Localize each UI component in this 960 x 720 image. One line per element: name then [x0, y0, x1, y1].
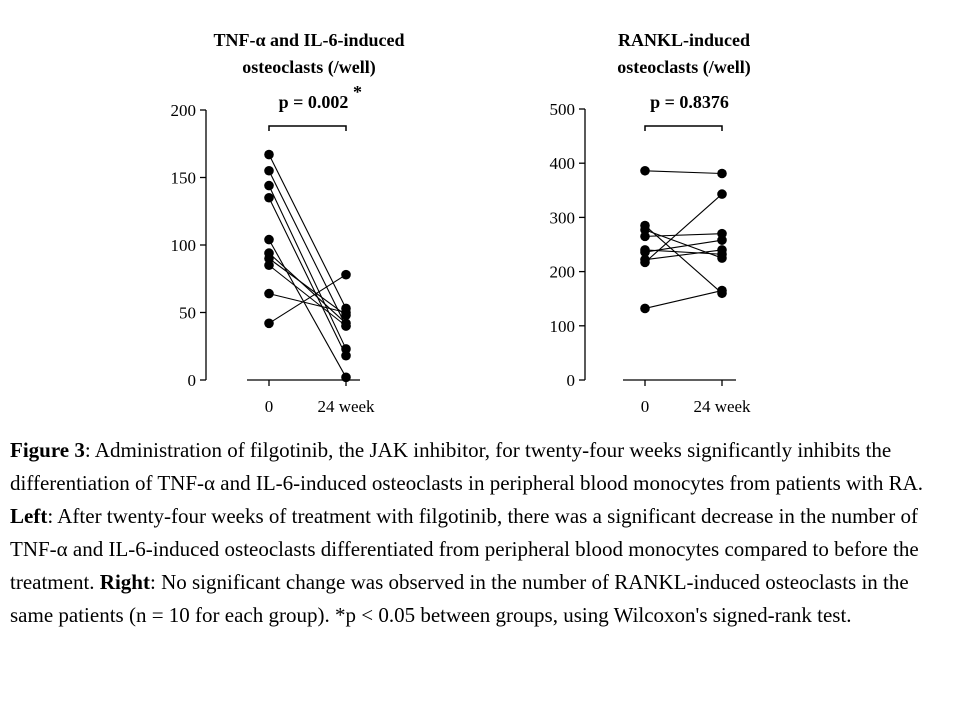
left-point-week0-2	[264, 180, 274, 191]
right-y-tick-label-200: 200	[550, 263, 576, 282]
left-x-tick-label-1: 24 week	[317, 397, 375, 416]
left-point-week24-2	[341, 344, 351, 354]
right-pair-line-3	[644, 233, 723, 237]
left-pair-line-8	[268, 293, 347, 314]
left-y-tick-label-100: 100	[171, 236, 197, 255]
right-p-value: p = 0.8376	[650, 92, 729, 112]
left-point-week0-3	[264, 192, 274, 203]
caption-sentence-1: : Administration of filgotinib, the JAK …	[10, 438, 924, 495]
right-y-tick-label-100: 100	[550, 317, 576, 336]
left-y-tick-label-50: 50	[179, 304, 196, 323]
left-point-week24-4	[341, 372, 351, 383]
left-significance-bracket	[268, 125, 347, 131]
figure-3-charts: TNF-α and IL-6-induced osteoclasts (/well…	[171, 30, 752, 416]
right-point-week24-6	[717, 245, 727, 255]
right-point-week0-8	[640, 303, 650, 314]
caption-left-text: : After twenty-four weeks of treatment w…	[10, 504, 919, 594]
right-point-week0-3	[640, 231, 650, 242]
left-point-week24-7	[341, 321, 351, 331]
right-point-week24-8	[717, 285, 727, 296]
right-pair-line-7	[644, 193, 723, 263]
left-point-week0-4	[264, 234, 274, 245]
left-chart-title-line-1: TNF-α and IL-6-induced	[213, 30, 404, 50]
left-chart-title-line-2: osteoclasts (/well)	[242, 57, 375, 78]
left-pair-line-1	[268, 170, 347, 327]
left-y-tick-label-150: 150	[171, 169, 197, 188]
left-pair-line-2	[268, 185, 347, 350]
left-pair-line-3	[268, 197, 347, 356]
left-p-value: p = 0.002	[279, 92, 349, 112]
right-y-tick-label-300: 300	[550, 208, 576, 227]
caption-right-text: : No significant change was observed in …	[10, 570, 909, 627]
left-chart-tnf-il6: TNF-α and IL-6-induced osteoclasts (/well…	[171, 30, 405, 416]
left-point-week0-8	[264, 288, 274, 299]
left-pair-line-0	[268, 154, 347, 309]
left-pair-line-6	[268, 258, 347, 316]
left-point-week24-9	[341, 269, 351, 280]
right-x-tick-label-0: 0	[641, 397, 650, 416]
right-chart-title-line-1: RANKL-induced	[618, 30, 750, 50]
right-point-week0-5	[640, 247, 650, 257]
caption-right-label: Right	[99, 570, 150, 594]
left-point-week24-3	[341, 350, 351, 361]
right-pair-line-6	[644, 249, 723, 261]
right-chart-title-line-2: osteoclasts (/well)	[617, 57, 750, 78]
right-y-tick-label-0: 0	[567, 371, 576, 390]
right-point-week0-0	[640, 165, 650, 176]
right-x-tick-label-1: 24 week	[693, 397, 751, 416]
left-pair-line-5	[268, 252, 347, 324]
right-point-week24-7	[717, 189, 727, 199]
caption-figure-label: Figure 3	[10, 438, 85, 462]
left-point-week24-8	[341, 307, 351, 318]
caption-left-label: Left	[10, 504, 48, 528]
left-pair-line-7	[268, 264, 347, 327]
right-point-week0-7	[640, 257, 650, 268]
left-pair-line-4	[268, 239, 347, 378]
right-significance-bracket	[644, 125, 723, 131]
right-pair-line-0	[644, 170, 723, 175]
right-point-week24-5	[717, 235, 727, 245]
right-y-tick-label-500: 500	[550, 100, 576, 119]
left-point-week0-7	[264, 260, 274, 271]
left-y-tick-label-200: 200	[171, 101, 197, 120]
right-chart-rankl: RANKL-induced osteoclasts (/well) 0 100 200 3…	[550, 30, 752, 416]
right-point-week24-0	[717, 168, 727, 179]
left-point-week0-9	[264, 318, 274, 329]
left-x-tick-label-0: 0	[265, 397, 274, 416]
figure-caption: Figure 3: Administration of filgotinib, …	[10, 434, 950, 632]
left-point-week0-1	[264, 165, 274, 176]
left-pair-line-9	[268, 274, 347, 324]
right-pair-line-1	[644, 225, 723, 294]
left-point-week0-0	[264, 149, 274, 160]
right-pair-line-8	[644, 290, 723, 309]
left-point-week0-6	[264, 253, 274, 264]
left-y-tick-label-0: 0	[188, 371, 197, 390]
right-pair-line-5	[644, 239, 723, 253]
right-y-tick-label-400: 400	[550, 154, 576, 173]
left-p-value-asterisk: *	[353, 82, 362, 102]
